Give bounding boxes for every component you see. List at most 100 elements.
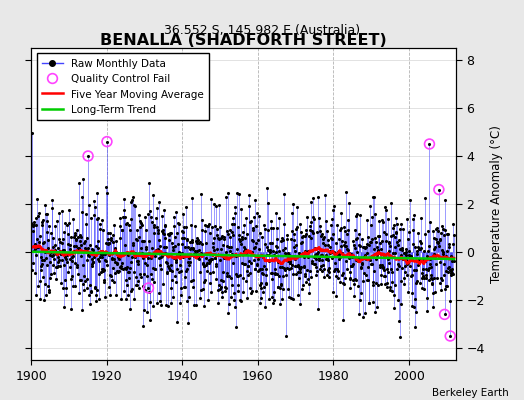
Point	[142, 246, 150, 253]
Point	[220, 234, 228, 240]
Point	[286, 260, 294, 266]
Point	[282, 272, 290, 278]
Point	[36, 278, 45, 284]
Point	[280, 265, 288, 272]
Point	[418, 273, 427, 280]
Point	[371, 211, 379, 218]
Point	[410, 296, 419, 302]
Point	[357, 264, 366, 270]
Point	[309, 230, 317, 236]
Point	[91, 285, 99, 291]
Point	[375, 218, 383, 224]
Point	[188, 195, 196, 201]
Point	[319, 262, 328, 268]
Point	[47, 248, 56, 255]
Point	[182, 236, 191, 242]
Point	[235, 236, 244, 243]
Point	[271, 271, 279, 277]
Point	[367, 214, 376, 221]
Point	[178, 250, 187, 256]
Point	[393, 266, 401, 272]
Point	[192, 240, 201, 246]
Point	[250, 214, 258, 220]
Point	[342, 243, 350, 250]
Point	[435, 259, 444, 266]
Point	[57, 280, 66, 286]
Point	[130, 296, 138, 302]
Point	[312, 251, 320, 257]
Point	[291, 226, 300, 232]
Point	[72, 237, 80, 243]
Point	[206, 279, 215, 286]
Point	[392, 220, 401, 227]
Point	[101, 251, 109, 257]
Point	[237, 241, 245, 247]
Point	[189, 246, 197, 252]
Point	[445, 264, 453, 270]
Point	[247, 290, 255, 296]
Point	[187, 278, 195, 284]
Point	[45, 287, 53, 294]
Point	[248, 238, 257, 244]
Point	[86, 242, 94, 249]
Point	[118, 227, 126, 234]
Point	[126, 306, 135, 312]
Point	[289, 200, 298, 207]
Point	[434, 240, 442, 246]
Point	[38, 219, 46, 225]
Point	[433, 228, 442, 234]
Point	[70, 233, 78, 240]
Point	[392, 229, 401, 235]
Point	[408, 255, 416, 261]
Point	[104, 236, 113, 242]
Point	[155, 290, 163, 296]
Point	[250, 245, 258, 251]
Point	[138, 238, 147, 244]
Point	[328, 236, 336, 242]
Point	[428, 280, 436, 286]
Point	[199, 286, 207, 292]
Point	[217, 288, 226, 295]
Point	[79, 262, 87, 268]
Point	[235, 232, 243, 238]
Point	[419, 257, 427, 263]
Point	[269, 300, 278, 307]
Point	[286, 258, 294, 264]
Point	[32, 252, 40, 258]
Point	[280, 220, 288, 227]
Point	[96, 251, 105, 258]
Point	[274, 284, 282, 291]
Point	[347, 263, 356, 269]
Point	[419, 259, 428, 265]
Point	[305, 233, 313, 239]
Point	[164, 231, 172, 237]
Point	[374, 282, 383, 288]
Point	[58, 285, 67, 291]
Point	[248, 288, 256, 294]
Point	[445, 244, 453, 250]
Point	[363, 217, 372, 223]
Point	[62, 292, 71, 298]
Point	[39, 217, 48, 223]
Point	[434, 242, 443, 249]
Point	[233, 245, 242, 252]
Point	[149, 265, 157, 271]
Point	[362, 256, 370, 262]
Point	[204, 250, 212, 256]
Point	[311, 245, 319, 252]
Point	[425, 265, 433, 271]
Point	[438, 222, 446, 229]
Point	[161, 250, 169, 256]
Point	[260, 226, 269, 232]
Point	[40, 297, 48, 304]
Point	[427, 272, 435, 278]
Point	[64, 268, 72, 275]
Point	[355, 242, 364, 249]
Point	[103, 189, 111, 196]
Point	[372, 280, 380, 286]
Point	[391, 282, 399, 288]
Point	[361, 310, 369, 316]
Point	[352, 236, 361, 242]
Point	[30, 219, 38, 225]
Point	[389, 250, 397, 256]
